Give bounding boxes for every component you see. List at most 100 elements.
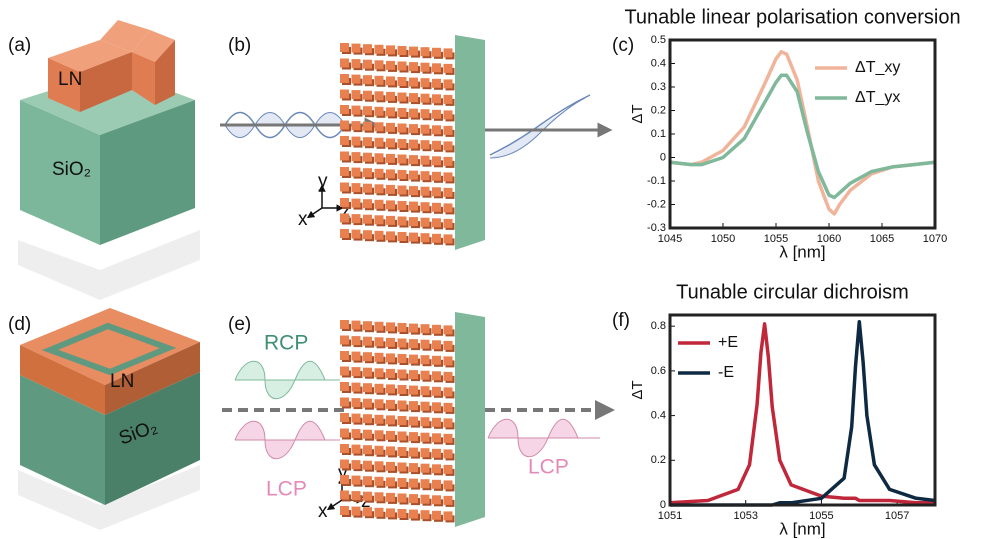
meta-atom [340, 382, 349, 391]
meta-atom [409, 323, 418, 333]
panel-label: (b) [228, 35, 251, 56]
x-tick-label: 1060 [817, 233, 841, 245]
meta-atom [340, 120, 349, 130]
meta-atom [351, 74, 361, 84]
meta-atom [409, 93, 418, 103]
meta-atom [409, 124, 418, 134]
meta-atom [340, 351, 349, 360]
meta-atom [386, 215, 395, 225]
meta-atom [351, 444, 361, 454]
meta-atom [374, 476, 384, 486]
meta-atom [420, 233, 430, 243]
meta-atom [340, 366, 349, 376]
meta-atom [443, 402, 453, 412]
meta-atom [420, 140, 430, 150]
meta-atom [386, 231, 395, 241]
meta-atom [340, 413, 349, 422]
meta-atom [409, 509, 418, 519]
meta-atom [340, 397, 349, 407]
wave [234, 420, 326, 460]
meta-atom [443, 125, 453, 135]
meta-atom [443, 449, 453, 459]
layer-label: LN [110, 371, 134, 392]
series-line [670, 319, 936, 507]
metasurface [340, 35, 485, 250]
wave [487, 418, 579, 458]
meta-atom [409, 478, 418, 488]
meta-atom [397, 400, 407, 410]
meta-atom [374, 507, 384, 517]
meta-atom [432, 479, 441, 489]
y-axis-label: ΔT [629, 104, 646, 123]
meta-atom [432, 47, 441, 57]
meta-atom [432, 417, 441, 427]
meta-atom [443, 418, 453, 428]
panel-label: (f) [612, 310, 630, 331]
meta-atom [420, 93, 430, 103]
x-tick-label: 1070 [923, 233, 947, 245]
meta-atom [363, 59, 372, 69]
meta-atom [351, 382, 361, 392]
axis-name: z [341, 201, 351, 222]
meta-atom [340, 43, 349, 52]
meta-atom [374, 383, 384, 393]
meta-atom [363, 352, 372, 362]
meta-atom [397, 431, 407, 441]
meta-atom [386, 107, 395, 117]
meta-atom [340, 428, 349, 438]
panel-label: (e) [228, 314, 251, 335]
meta-atom [374, 215, 384, 225]
meta-atom [409, 339, 418, 349]
meta-atom [340, 459, 349, 469]
x-tick-label: 1055 [809, 510, 833, 522]
meta-atom [351, 183, 361, 193]
meta-atom [363, 414, 372, 424]
meta-atom [409, 432, 418, 442]
meta-atom [363, 491, 372, 501]
meta-atom [397, 323, 407, 332]
series-line [669, 73, 936, 200]
meta-atom [420, 109, 430, 119]
plot-frame [668, 313, 937, 507]
meta-atom [443, 234, 453, 244]
meta-atom [374, 445, 384, 455]
meta-atom [420, 432, 430, 442]
meta-atom [409, 416, 418, 426]
meta-atom [420, 479, 430, 489]
meta-atom [351, 229, 361, 239]
meta-atom [363, 44, 372, 54]
legend-label: ΔT_yx [855, 89, 900, 106]
meta-atom [374, 91, 384, 101]
meta-atom [374, 461, 384, 471]
wave [489, 97, 586, 159]
meta-atom [363, 460, 372, 470]
meta-atom [432, 433, 441, 443]
meta-atom [351, 167, 361, 177]
meta-atom [443, 325, 453, 335]
axis-name: x [298, 209, 308, 230]
y-tick-label: -0.1 [647, 175, 666, 187]
meta-atom [351, 136, 361, 146]
meta-atom [443, 203, 453, 213]
meta-atom [340, 335, 349, 345]
series-line [669, 50, 936, 216]
meta-atom [374, 230, 384, 240]
meta-atom [386, 60, 395, 70]
legend-label: -E [718, 364, 734, 381]
meta-atom [409, 77, 418, 87]
meta-atom [374, 337, 384, 347]
meta-atom [351, 152, 361, 162]
meta-atom [432, 94, 441, 104]
meta-atom [340, 506, 349, 515]
meta-atom [374, 368, 384, 378]
meta-atom [386, 169, 395, 179]
meta-atom [340, 105, 349, 114]
meta-atom [351, 398, 361, 408]
meta-atom [432, 171, 441, 181]
meta-atom [397, 216, 407, 226]
y-tick-label: 0.3 [651, 81, 666, 93]
meta-atom [374, 153, 384, 163]
meta-atom [374, 352, 384, 362]
meta-atom [340, 182, 349, 192]
axis-name: y [318, 171, 328, 192]
